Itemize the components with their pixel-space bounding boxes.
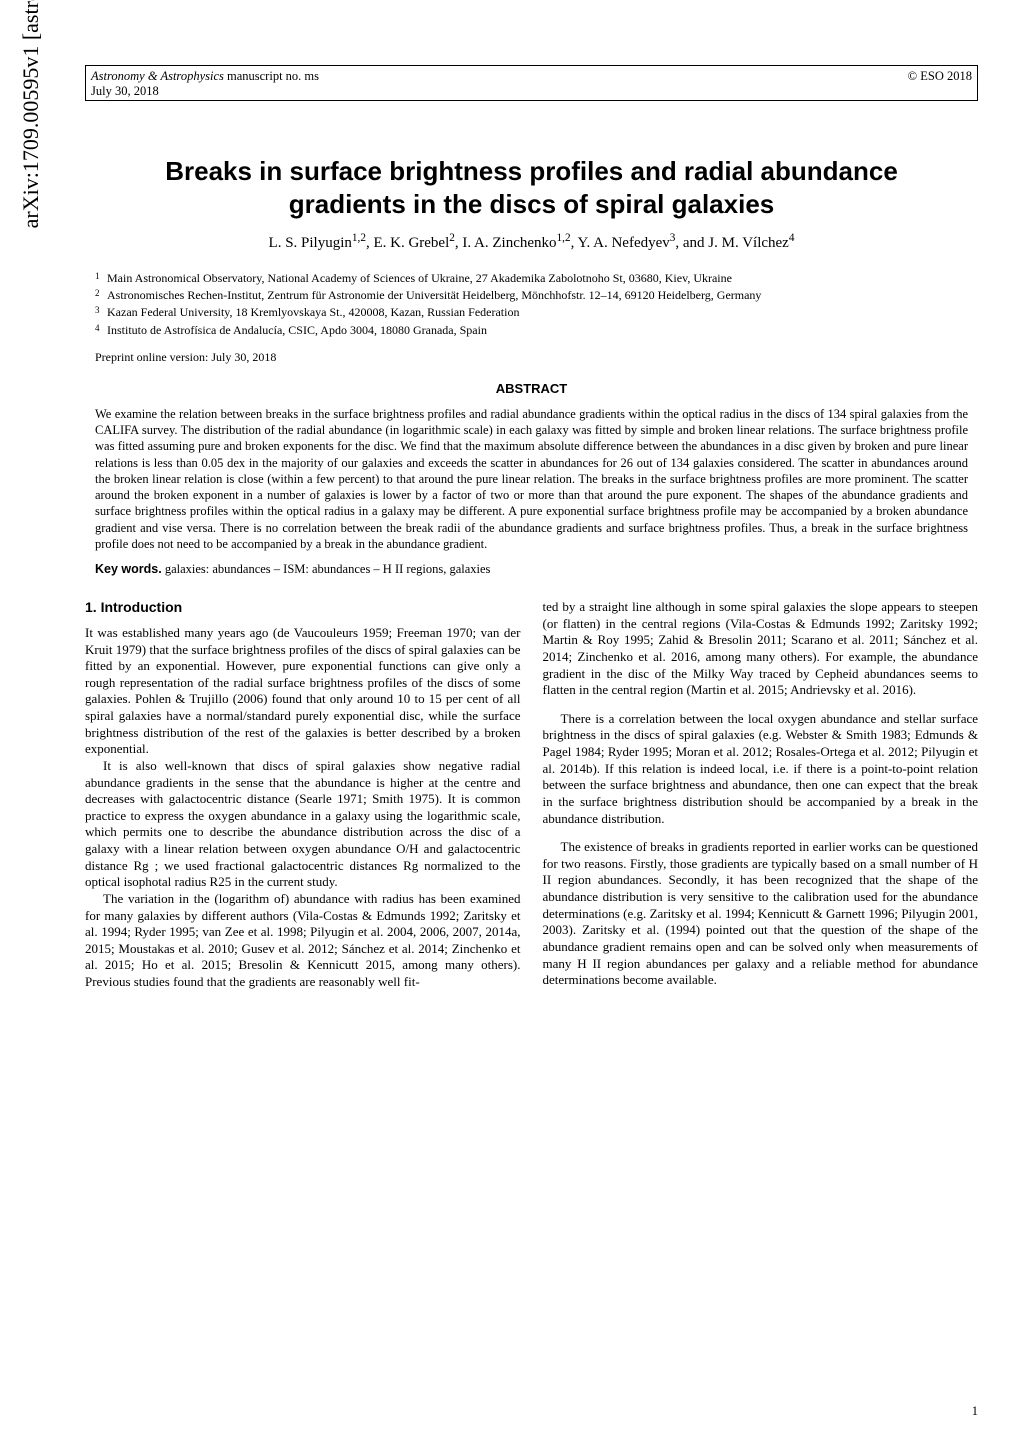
journal-name: Astronomy & Astrophysics — [91, 69, 224, 83]
journal-header-left: Astronomy & Astrophysics manuscript no. … — [91, 69, 319, 99]
page-number: 1 — [972, 1404, 978, 1419]
intro-para-2: It is also well-known that discs of spir… — [85, 758, 521, 891]
paper-title: Breaks in surface brightness profiles an… — [85, 155, 978, 220]
affiliation-number: 4 — [95, 322, 107, 338]
section-1-heading: 1. Introduction — [85, 599, 521, 617]
affiliation-number: 1 — [95, 270, 107, 286]
right-column: ted by a straight line although in some … — [543, 599, 979, 991]
affiliation-row: 3Kazan Federal University, 18 Kremlyovsk… — [95, 304, 968, 320]
journal-header-box: Astronomy & Astrophysics manuscript no. … — [85, 65, 978, 101]
affiliation-number: 2 — [95, 287, 107, 303]
affiliation-text: Astronomisches Rechen-Institut, Zentrum … — [107, 287, 761, 303]
affiliation-text: Instituto de Astrofísica de Andalucía, C… — [107, 322, 487, 338]
intro-para-5: There is a correlation between the local… — [543, 711, 979, 827]
affiliation-row: 2Astronomisches Rechen-Institut, Zentrum… — [95, 287, 968, 303]
keywords-line: Key words. galaxies: abundances – ISM: a… — [95, 562, 968, 577]
abstract-text: We examine the relation between breaks i… — [95, 406, 968, 552]
manuscript-no: manuscript no. ms — [224, 69, 319, 83]
intro-para-4: ted by a straight line although in some … — [543, 599, 979, 699]
intro-para-1: It was established many years ago (de Va… — [85, 625, 521, 758]
preprint-line: Preprint online version: July 30, 2018 — [95, 350, 968, 365]
abstract-heading: ABSTRACT — [85, 381, 978, 396]
body-columns: 1. Introduction It was established many … — [85, 599, 978, 991]
keywords-label: Key words. — [95, 562, 162, 576]
intro-para-3: The variation in the (logarithm of) abun… — [85, 891, 521, 991]
affiliation-row: 4Instituto de Astrofísica de Andalucía, … — [95, 322, 968, 338]
paper-title-line2: gradients in the discs of spiral galaxie… — [289, 189, 775, 219]
arxiv-identifier: arXiv:1709.00595v1 [astro-ph.GA] 2 Sep 2… — [18, 0, 44, 300]
paper-title-line1: Breaks in surface brightness profiles an… — [165, 156, 898, 186]
affiliation-row: 1Main Astronomical Observatory, National… — [95, 270, 968, 286]
journal-header-right: © ESO 2018 — [908, 69, 972, 84]
left-column: 1. Introduction It was established many … — [85, 599, 521, 991]
affiliation-number: 3 — [95, 304, 107, 320]
keywords-text: galaxies: abundances – ISM: abundances –… — [162, 562, 491, 576]
affiliations-block: 1Main Astronomical Observatory, National… — [95, 270, 968, 338]
author-list: L. S. Pilyugin1,2, E. K. Grebel2, I. A. … — [85, 232, 978, 252]
header-date: July 30, 2018 — [91, 84, 159, 98]
affiliation-text: Kazan Federal University, 18 Kremlyovska… — [107, 304, 519, 320]
affiliation-text: Main Astronomical Observatory, National … — [107, 270, 732, 286]
intro-para-6: The existence of breaks in gradients rep… — [543, 839, 979, 989]
